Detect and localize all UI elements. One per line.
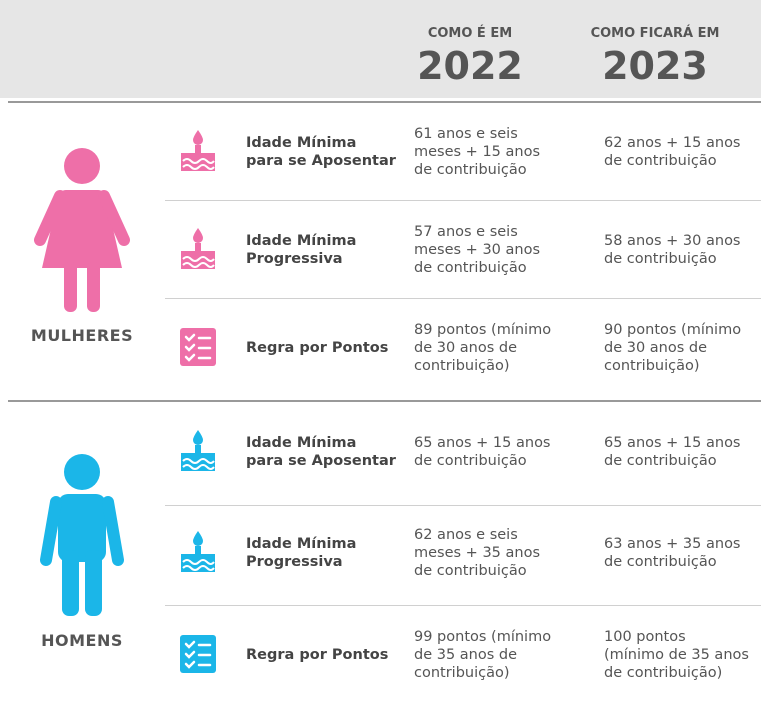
caption: COMO É EM [427, 26, 513, 41]
cake-icon [181, 531, 215, 572]
value-2023: 58 anos + 30 anos de contribuição [604, 233, 741, 267]
group-label: HOMENS [41, 631, 123, 650]
row-separator [165, 605, 761, 606]
header: COMO É EM 2022 COMO FICARÁ EM 2023 [0, 0, 761, 98]
value-2023: 65 anos + 15 anos de contribuição [604, 435, 741, 469]
value-2022: 62 anos e seis meses + 35 anos de contri… [414, 527, 541, 579]
row-separator [165, 298, 761, 299]
group-separator [8, 400, 761, 402]
cake-icon [181, 228, 215, 269]
value-2023: 90 pontos (mínimo de 30 anos de contribu… [604, 322, 742, 374]
caption: COMO FICARÁ EM [590, 26, 720, 41]
cake-icon [181, 430, 215, 471]
rule-name: Regra por Pontos [246, 647, 389, 663]
group-separator [8, 101, 761, 103]
rule-name: Idade Mínima Progressiva [246, 536, 357, 570]
rule-name: Regra por Pontos [246, 340, 389, 356]
value-2022: 65 anos + 15 anos de contribuição [414, 435, 551, 469]
value-2023: 62 anos + 15 anos de contribuição [604, 135, 741, 169]
rule-name: Idade Mínima para se Aposentar [246, 435, 396, 469]
value-2022: 57 anos e seis meses + 30 anos de contri… [414, 224, 541, 276]
value-2023: 100 pontos (mínimo de 35 anos de contrib… [604, 629, 749, 681]
group-label: MULHERES [30, 326, 134, 345]
value-2022: 89 pontos (mínimo de 30 anos de contribu… [414, 322, 552, 374]
value-2022: 61 anos e seis meses + 15 anos de contri… [414, 126, 541, 178]
cake-icon [181, 130, 215, 171]
rule-name: Idade Mínima para se Aposentar [246, 135, 396, 169]
year: 2023 [602, 44, 708, 88]
value-2022: 99 pontos (mínimo de 35 anos de contribu… [414, 629, 552, 681]
checklist-icon [180, 328, 216, 366]
row-separator [165, 505, 761, 506]
woman-figure [34, 148, 130, 312]
checklist-icon [180, 635, 216, 673]
rule-name: Idade Mínima Progressiva [246, 233, 357, 267]
year: 2022 [417, 44, 523, 88]
man-figure [40, 454, 124, 616]
value-2023: 63 anos + 35 anos de contribuição [604, 536, 741, 570]
row-separator [165, 200, 761, 201]
